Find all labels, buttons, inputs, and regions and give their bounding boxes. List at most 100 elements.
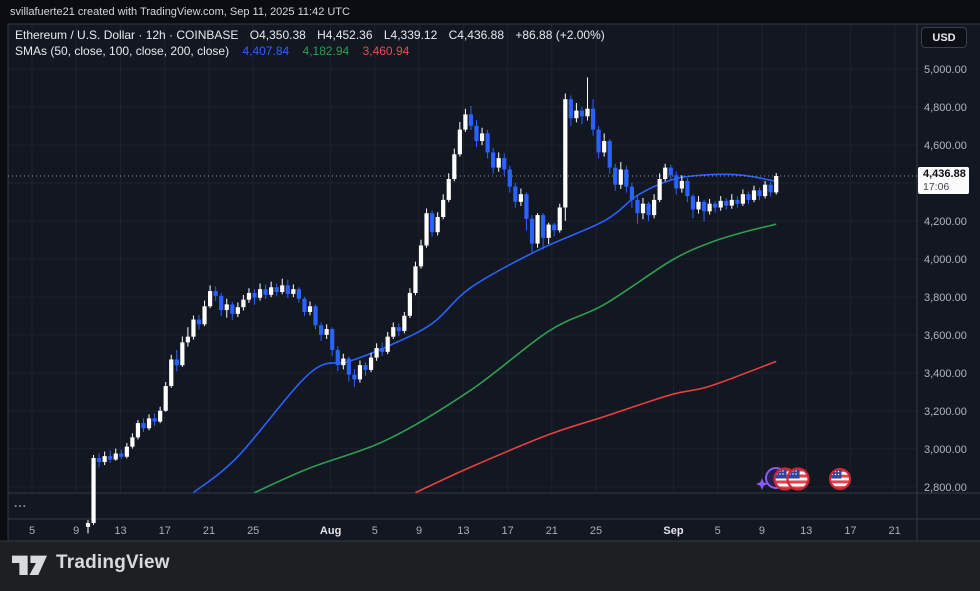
price-tick-label: 5,000.00: [924, 64, 967, 76]
time-tick-label: 5: [29, 525, 35, 537]
candle-body: [757, 190, 762, 197]
time-tick-label: 13: [114, 525, 126, 537]
candle-body: [502, 158, 507, 170]
sma-indicator-label[interactable]: SMAs (50, close, 100, close, 200, close): [15, 44, 230, 58]
candle-body: [285, 285, 290, 294]
candle-body: [263, 289, 268, 295]
candle-body: [479, 133, 485, 142]
tradingview-logo-text: TradingView: [56, 552, 170, 573]
tradingview-logo[interactable]: TradingView: [12, 551, 170, 575]
candle-body: [652, 199, 657, 216]
candle-body: [507, 169, 512, 187]
candle-body: [657, 179, 662, 200]
attribution-text: svillafuerte21 created with TradingView.…: [10, 6, 350, 18]
candle-body: [202, 306, 207, 325]
bar-countdown: 17:06: [923, 181, 950, 193]
time-tick-label: 9: [416, 525, 422, 537]
candle-body: [269, 287, 274, 295]
candle-body: [196, 319, 202, 325]
candle-body: [252, 292, 257, 298]
candle-body: [130, 437, 135, 447]
chart-legend: Ethereum / U.S. Dollar · 12h · COINBASE …: [15, 27, 613, 59]
candle-body: [302, 298, 307, 312]
candle-body: [441, 199, 446, 217]
candle-body: [352, 374, 357, 380]
candle-body: [468, 114, 474, 126]
candle-body: [763, 184, 768, 197]
price-tick-label: 4,800.00: [924, 102, 967, 114]
last-price-label: 4,436.88 17:06: [918, 167, 969, 194]
grid-lines: [8, 24, 917, 493]
sma-line-sma100[interactable]: [254, 223, 777, 494]
bottom-toolbar: [0, 541, 980, 591]
candle-body: [391, 327, 396, 337]
candle-body: [707, 203, 712, 212]
candle-body: [124, 446, 129, 457]
us-flag-event-icon[interactable]: [786, 467, 810, 491]
candle-body: [585, 108, 590, 117]
candle-body: [257, 289, 263, 298]
candle-body: [102, 456, 107, 463]
candle-body: [541, 215, 546, 238]
price-axis[interactable]: 5,000.00 4,800.00 4,600.00 4,200.00 4,000.00…: [924, 64, 967, 494]
candle-body: [774, 175, 779, 193]
candle-body: [496, 158, 501, 168]
legend-sma-row: SMAs (50, close, 100, close, 200, close)…: [15, 43, 613, 59]
ohlc-high: H4,452.36: [317, 28, 373, 42]
candle-body: [235, 307, 240, 314]
candle-body: [368, 357, 374, 370]
time-tick-label: 21: [203, 525, 215, 537]
candle-body: [180, 342, 185, 366]
candle-body: [574, 110, 579, 119]
candle-body: [413, 266, 418, 293]
sma-line-sma50[interactable]: [192, 173, 777, 494]
candle-body: [568, 99, 573, 119]
candle-body: [230, 304, 235, 314]
price-tick-label: 4,600.00: [924, 140, 967, 152]
symbol-title[interactable]: Ethereum / U.S. Dollar · 12h · COINBASE: [15, 28, 239, 42]
candle-body: [607, 141, 612, 168]
time-tick-label: 17: [159, 525, 171, 537]
candle-body: [446, 179, 451, 200]
candle-body: [696, 201, 701, 210]
candle-body: [618, 169, 623, 185]
chart-pane-background: [8, 24, 980, 541]
candle-body: [485, 133, 490, 153]
candle-body: [463, 114, 468, 130]
candle-body: [563, 99, 568, 208]
collapsed-pane-menu-button[interactable]: ...: [14, 496, 28, 510]
candle-body: [219, 295, 224, 311]
candle-body: [690, 196, 696, 210]
candle-body: [751, 190, 757, 200]
price-tick-label: 2,800.00: [924, 482, 967, 494]
time-tick-label: 9: [759, 525, 765, 537]
candle-body: [324, 329, 329, 335]
time-tick-label: 9: [73, 525, 79, 537]
candle-body: [513, 186, 518, 202]
ohlc-change: +86.88 (+2.00%): [515, 28, 605, 42]
candle-body: [152, 418, 157, 422]
time-tick-label: 25: [247, 525, 259, 537]
candle-body: [169, 359, 174, 387]
candlestick-series[interactable]: [85, 77, 779, 534]
time-tick-label: 13: [800, 525, 812, 537]
candle-body: [113, 453, 118, 460]
candle-body: [158, 410, 163, 422]
candle-body: [424, 213, 429, 246]
candle-body: [246, 292, 252, 300]
sparkle-icon[interactable]: [756, 478, 768, 490]
candle-body: [768, 184, 773, 193]
event-markers[interactable]: [756, 467, 852, 491]
candle-body: [724, 200, 729, 206]
us-flag-event-icon[interactable]: [828, 467, 852, 491]
sma-line-sma200[interactable]: [415, 360, 777, 494]
candle-body: [341, 358, 346, 366]
currency-usd-button[interactable]: USD: [921, 27, 967, 48]
time-axis[interactable]: 5 9 13 17 21 25 Aug 5 9 13 17 21 25 Sep 5 9 13 17 21: [29, 525, 901, 537]
candle-body: [668, 167, 673, 176]
candle-body: [330, 329, 335, 350]
candle-body: [174, 359, 179, 366]
price-tick-label: 3,200.00: [924, 406, 967, 418]
